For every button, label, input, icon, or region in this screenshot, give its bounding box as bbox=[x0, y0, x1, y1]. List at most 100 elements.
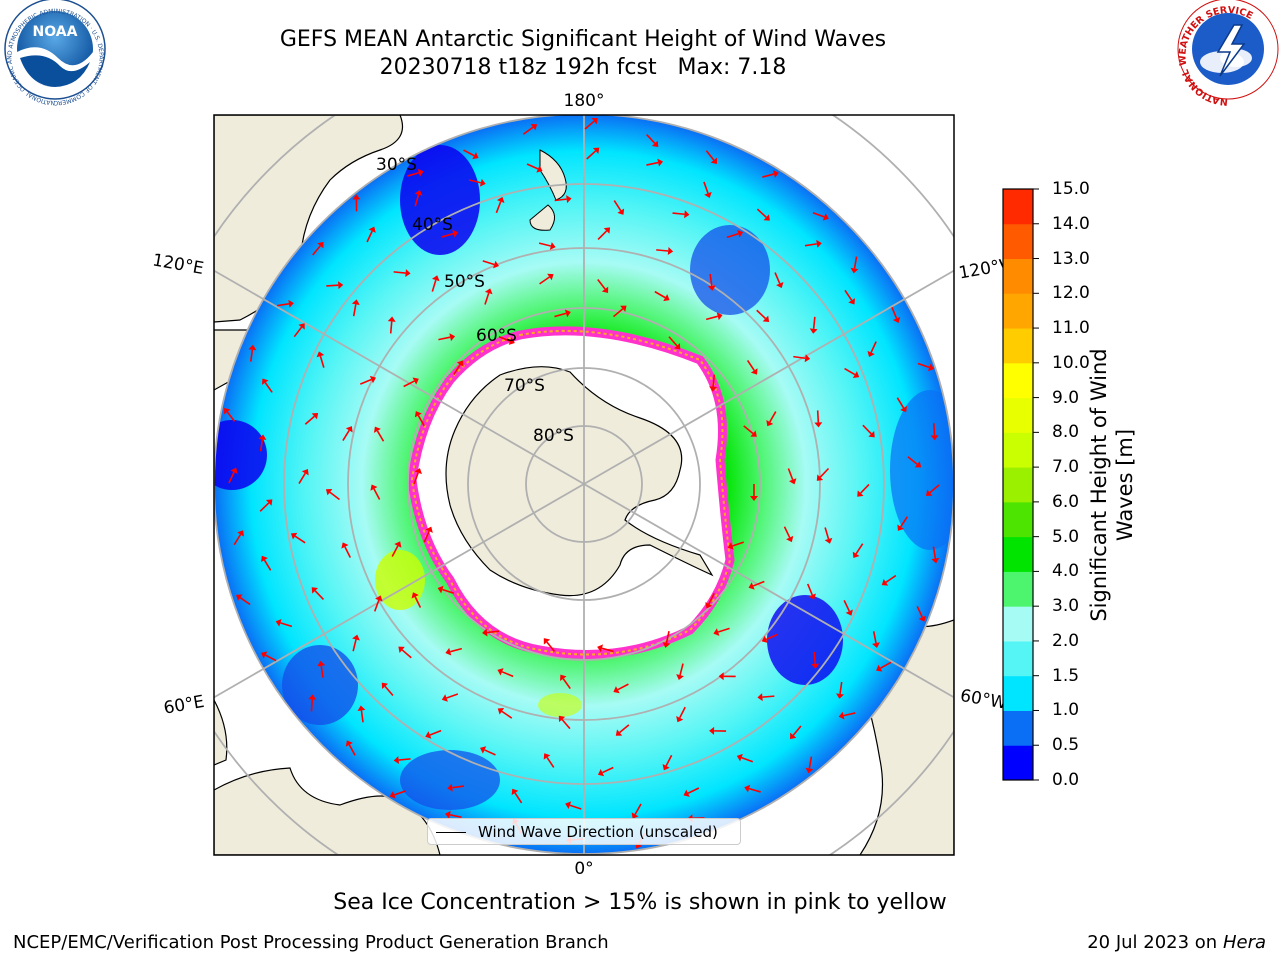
wave-arrow-shaft bbox=[452, 785, 465, 789]
wave-arrow-shaft bbox=[787, 468, 794, 481]
wave-arrow-shaft bbox=[482, 260, 495, 266]
wave-arrow-head bbox=[750, 496, 758, 501]
wave-arrow-shaft bbox=[484, 292, 490, 305]
wave-arrow-head bbox=[414, 411, 422, 418]
wave-arrow-head bbox=[684, 210, 690, 219]
footer-producer: NCEP/EMC/Verification Post Processing Pr… bbox=[13, 932, 609, 953]
wave-arrow-head bbox=[261, 378, 269, 385]
wave-arrow-head bbox=[352, 194, 361, 200]
wave-arrow-shaft bbox=[546, 756, 555, 768]
wave-arrow-shaft bbox=[414, 194, 420, 207]
colorbar-tick-label: 6.0 bbox=[1052, 491, 1080, 512]
wave-arrow-shaft bbox=[732, 541, 745, 547]
wave-arrow-shaft bbox=[304, 415, 315, 425]
wave-arrow-head bbox=[757, 693, 763, 702]
wave-arrow-shaft bbox=[438, 336, 451, 341]
wave-arrow-head bbox=[676, 674, 684, 680]
wave-arrow-shaft bbox=[359, 378, 372, 385]
wave-arrow-shaft bbox=[449, 814, 462, 819]
wave-arrow-head bbox=[370, 484, 378, 491]
wave-arrow-shaft bbox=[423, 530, 430, 543]
wave-arrow-head bbox=[381, 682, 389, 690]
wave-arrow-head bbox=[705, 602, 713, 609]
wave-arrow-head bbox=[405, 269, 411, 278]
wave-arrow-head bbox=[603, 227, 611, 234]
wave-arrow-shaft bbox=[634, 803, 642, 815]
colorbar-segment bbox=[1003, 606, 1033, 642]
wave-arrow-shaft bbox=[501, 710, 513, 719]
wave-arrow-head bbox=[822, 213, 829, 221]
colorbar-segment bbox=[1003, 640, 1033, 677]
wave-arrow-shaft bbox=[293, 326, 303, 338]
wave-arrow-head bbox=[398, 646, 405, 653]
wave-arrow-shaft bbox=[394, 790, 406, 796]
wave-arrow-head bbox=[750, 430, 757, 437]
wave-arrow-shaft bbox=[824, 527, 830, 540]
wave-arrow-head bbox=[876, 664, 883, 672]
wave-arrow-shaft bbox=[769, 411, 777, 423]
colorbar-segment bbox=[1003, 223, 1033, 260]
wave-arrow-head bbox=[288, 299, 294, 308]
wave-arrow-head bbox=[445, 810, 451, 819]
wave-arrow-head bbox=[543, 638, 551, 645]
wave-arrow-shaft bbox=[762, 695, 775, 698]
legend-label: Wind Wave Direction (unscaled) bbox=[478, 823, 718, 841]
wave-arrow-head bbox=[560, 674, 567, 682]
wave-arrow-head bbox=[748, 582, 755, 590]
wave-arrow-shaft bbox=[486, 630, 500, 634]
wave-arrow-shaft bbox=[597, 278, 606, 290]
wave-arrow-shaft bbox=[916, 606, 924, 618]
wave-arrow-shaft bbox=[352, 304, 357, 317]
chart-subtitle: 20230718 t18z 192h fcst Max: 7.18 bbox=[379, 55, 787, 80]
wave-arrow-head bbox=[558, 715, 566, 723]
wave-arrow-head bbox=[615, 729, 623, 736]
wave-arrow-shaft bbox=[265, 654, 277, 662]
wave-arrow-head bbox=[508, 337, 515, 345]
colorbar-tick-label: 1.0 bbox=[1052, 700, 1080, 721]
wave-arrow-shaft bbox=[654, 290, 666, 299]
wave-arrow-shaft bbox=[514, 792, 523, 804]
colorbar-segment bbox=[1003, 536, 1033, 572]
colorbar-label: Significant Height of Wind Waves [m] bbox=[1087, 348, 1137, 622]
lat-label-70s: 70°S bbox=[504, 376, 545, 396]
colorbar-tick-label: 13.0 bbox=[1052, 248, 1090, 269]
lat-label-60s: 60°S bbox=[476, 326, 517, 346]
colorbar-tick-label: 8.0 bbox=[1052, 422, 1080, 443]
wave-arrow-head bbox=[311, 587, 319, 594]
wave-arrow-head bbox=[543, 753, 551, 760]
wave-arrow-shaft bbox=[484, 749, 496, 756]
wave-arrow-shaft bbox=[812, 211, 825, 218]
wave-arrow-head bbox=[301, 469, 309, 476]
wave-arrow-head bbox=[662, 764, 670, 771]
wave-arrow-head bbox=[788, 478, 797, 485]
wave-arrow-shaft bbox=[712, 374, 716, 387]
colorbar-tick-label: 15.0 bbox=[1052, 179, 1090, 199]
wave-arrow-head bbox=[237, 530, 244, 537]
wave-arrow-head bbox=[369, 375, 377, 384]
wave-arrow-shaft bbox=[276, 303, 290, 307]
wave-arrow-shaft bbox=[280, 622, 293, 628]
wave-arrow-shaft bbox=[414, 596, 422, 608]
colorbar-segment bbox=[1003, 467, 1033, 503]
wave-arrow-shaft bbox=[597, 230, 608, 240]
graticule bbox=[214, 115, 954, 855]
wave-arrow-head bbox=[389, 791, 396, 799]
wave-arrow-head bbox=[710, 157, 717, 165]
wave-arrow-head bbox=[750, 368, 758, 375]
wave-arrow-shaft bbox=[619, 724, 630, 734]
wave-arrow-head bbox=[393, 756, 400, 765]
colorbar-tick-label: 4.0 bbox=[1052, 561, 1080, 582]
colorbar-tick-label: 7.0 bbox=[1052, 457, 1080, 478]
colorbar-segment bbox=[1003, 432, 1033, 468]
wave-arrow-head bbox=[816, 474, 824, 481]
wave-arrow-head bbox=[298, 323, 305, 330]
wave-arrow-shaft bbox=[298, 472, 306, 484]
colorbar-segment bbox=[1003, 258, 1033, 294]
wave-arrow-shaft bbox=[389, 321, 393, 334]
wave-arrow-head bbox=[437, 585, 444, 594]
wave-arrow-head bbox=[718, 672, 724, 681]
wave-arrow-head bbox=[472, 152, 479, 160]
wave-arrow-head bbox=[713, 628, 720, 636]
colorbar-segment bbox=[1003, 397, 1033, 433]
wave-arrow-shaft bbox=[816, 410, 820, 423]
